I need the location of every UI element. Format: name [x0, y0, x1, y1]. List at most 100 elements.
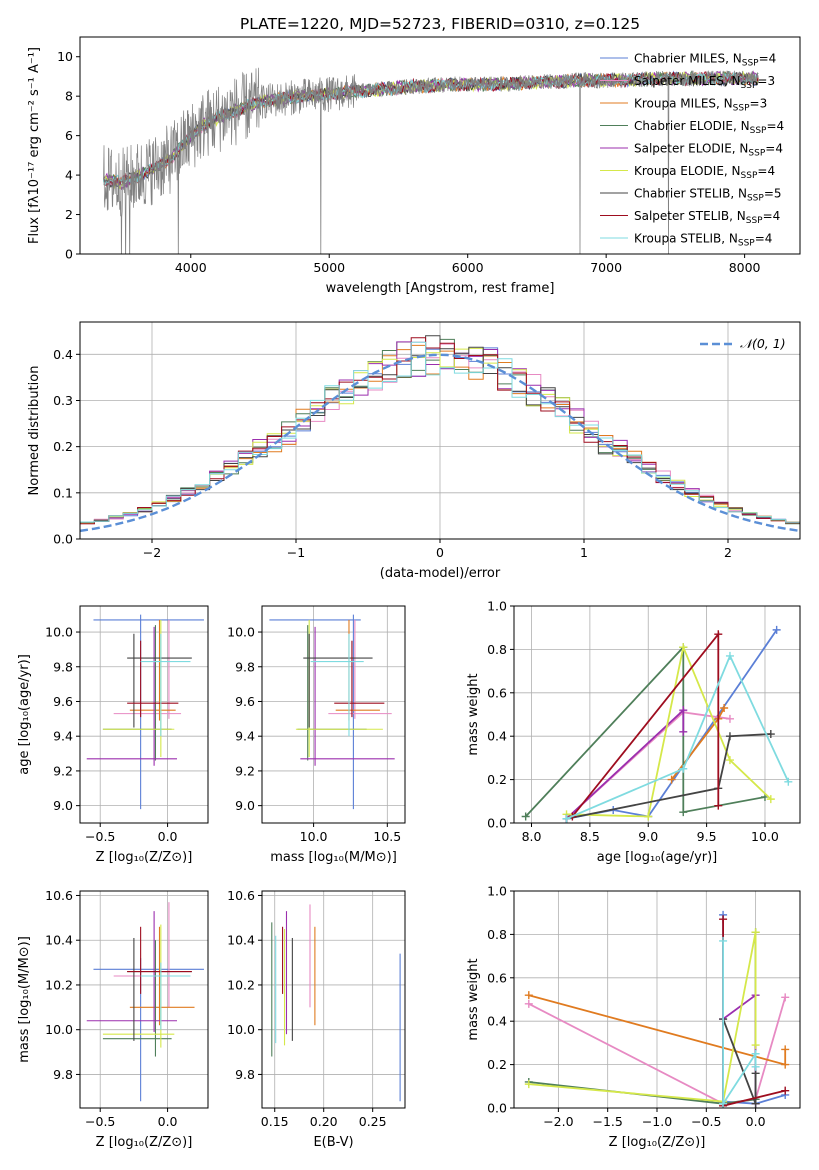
x-tick-label: 8000	[729, 260, 761, 275]
weight-series-line	[722, 940, 757, 1107]
legend-label: Chabrier ELODIE, N	[634, 119, 750, 133]
plot-area	[269, 614, 395, 810]
y-tick-label: 4	[65, 168, 73, 183]
legend-entry: Chabrier STELIB, NSSP=5	[634, 187, 782, 204]
axes-frame	[79, 36, 801, 255]
x-tick-label: 0	[436, 545, 444, 560]
weight-point-marker	[644, 812, 653, 821]
y-tick-label: 10.0	[45, 1022, 73, 1037]
weight-point-marker	[667, 775, 676, 784]
weight-point-marker	[751, 928, 760, 937]
y-tick-label: 0.4	[487, 729, 507, 744]
y-tick-label: 10	[57, 49, 73, 64]
x-axis-label: Z [log₁₀(Z/Z⊙)]	[96, 1135, 193, 1150]
legend-label: Chabrier MILES, N	[634, 52, 742, 66]
legend-label: Salpeter ELODIE, N	[634, 142, 748, 156]
weight-point-marker	[725, 714, 734, 723]
y-tick-label: 9.8	[235, 1067, 255, 1082]
weight-series-line	[525, 644, 766, 818]
weight-point-marker	[725, 732, 734, 741]
axes-age_vs_Z	[80, 606, 208, 823]
y-tick-label: 9.2	[53, 763, 73, 778]
legend-subscript: SSP	[742, 59, 759, 69]
weight-series-line	[566, 733, 771, 820]
axes-weight_vs_Z	[514, 890, 800, 1109]
legend-subscript: SSP	[738, 239, 755, 249]
weight-point-marker	[781, 1086, 790, 1095]
weight-point-marker	[719, 936, 728, 945]
plot-area	[86, 614, 204, 810]
y-tick-label: 10.0	[227, 1022, 255, 1037]
y-tick-label: 0.4	[487, 1014, 507, 1029]
legend-label: Chabrier STELIB, N	[634, 187, 747, 201]
x-tick-label: 10.0	[300, 829, 328, 844]
x-tick-label: 0.15	[261, 1114, 289, 1129]
weight-point-marker	[751, 1062, 760, 1071]
weight-point-marker	[714, 630, 723, 639]
y-tick-label: 0.6	[487, 685, 507, 700]
legend-subscript: SSP	[733, 104, 750, 114]
x-tick-label: 2	[724, 545, 732, 560]
y-tick-label: 1.0	[487, 599, 507, 614]
y-tick-label: 0.1	[53, 485, 73, 500]
x-tick-label: −2.0	[543, 1114, 573, 1129]
legend-entry: Chabrier MILES, NSSP=4	[634, 52, 776, 69]
y-tick-label: 0.2	[487, 772, 507, 787]
x-tick-label: 8.5	[580, 829, 600, 844]
legend-tail: =5	[764, 187, 782, 201]
axes-frame	[261, 890, 406, 1109]
legend-label: Kroupa STELIB, N	[634, 232, 738, 246]
plot-area	[80, 335, 800, 533]
residual-histogram	[80, 335, 800, 524]
y-tick-label: 0.2	[487, 1057, 507, 1072]
y-tick-label: 10.2	[227, 977, 255, 992]
weight-point-marker	[781, 993, 790, 1002]
y-tick-label: 9.8	[53, 1067, 73, 1082]
y-tick-label: 2	[65, 207, 73, 222]
legend-entry: Kroupa MILES, NSSP=3	[634, 97, 767, 114]
weight-point-marker	[772, 625, 781, 634]
plot-area	[271, 904, 401, 1102]
legend-tail: =4	[759, 52, 777, 66]
plot-area	[524, 910, 790, 1108]
weight-point-marker	[725, 756, 734, 765]
plot-area	[86, 902, 204, 1102]
y-tick-label: 0.0	[53, 532, 73, 547]
y-tick-label: 10.0	[227, 625, 255, 640]
figure-title: PLATE=1220, MJD=52723, FIBERID=0310, z=0…	[240, 15, 640, 33]
legend-entry: Kroupa ELODIE, NSSP=4	[634, 164, 775, 181]
legend-label: Kroupa ELODIE, N	[634, 164, 741, 178]
weight-point-marker	[679, 643, 688, 652]
y-axis-label: mass [log₁₀(M/M⊙)]	[17, 936, 32, 1063]
x-tick-label: 7000	[590, 260, 622, 275]
x-tick-label: 9.0	[638, 829, 658, 844]
y-tick-label: 0	[65, 247, 73, 262]
weight-point-marker	[679, 764, 688, 773]
y-tick-label: 10.4	[227, 933, 255, 948]
x-tick-label: 6000	[452, 260, 484, 275]
frame-mass_vs_Z: −0.5 0.0 9.8 10.0 10.2 10.4 10.6 Z [log₁₀(Z/Z⊙)…	[17, 888, 209, 1150]
x-axis-label: Z [log₁₀(Z/Z⊙)]	[609, 1135, 706, 1150]
frame-weight_vs_age: 8.0 8.5 9.0 9.5 10.0 0.0 0.2 0.4 0.6 0.8 1.0 age [l…	[466, 599, 801, 865]
x-tick-label: 8.0	[522, 829, 542, 844]
weight-point-marker	[679, 808, 688, 817]
x-tick-label: 5000	[313, 260, 345, 275]
weight-point-marker	[751, 1099, 760, 1108]
y-tick-label: 0.3	[53, 393, 73, 408]
y-tick-label: 0.0	[487, 816, 507, 831]
x-tick-label: 0.20	[310, 1114, 338, 1129]
weight-point-marker	[781, 1060, 790, 1069]
weight-point-marker	[766, 730, 775, 739]
legend-tail: =3	[750, 97, 768, 111]
x-tick-label: −2	[143, 545, 161, 560]
axes-mass_vs_Z	[80, 891, 208, 1108]
x-tick-label: 10.5	[373, 829, 401, 844]
x-tick-label: −1.0	[642, 1114, 672, 1129]
legend-subscript: SSP	[750, 126, 767, 136]
legend-subscript: SSP	[741, 81, 758, 91]
y-tick-label: 9.6	[53, 694, 73, 709]
y-tick-label: 10.6	[227, 888, 255, 903]
axes-residuals	[80, 322, 800, 540]
